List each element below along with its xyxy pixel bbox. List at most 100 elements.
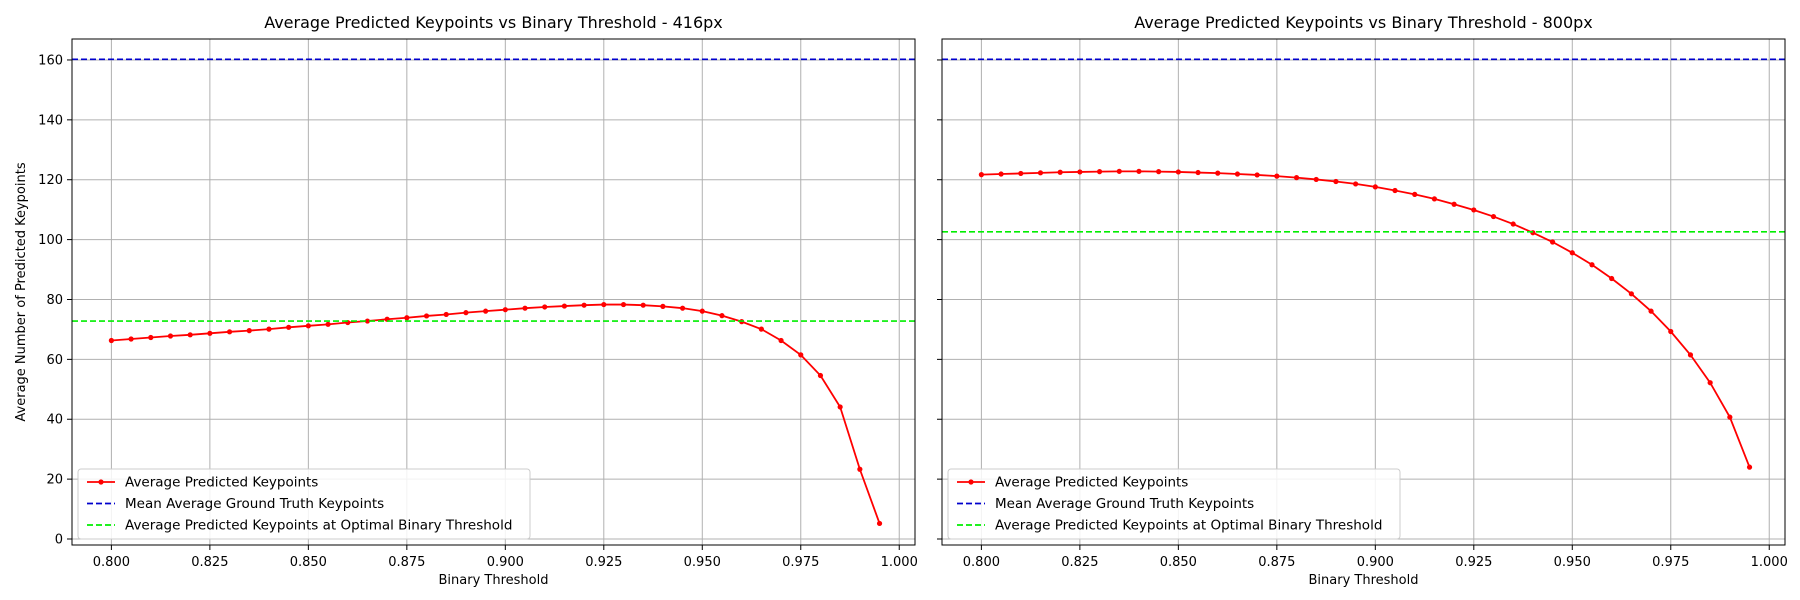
chart-title: Average Predicted Keypoints vs Binary Th… [1134, 13, 1593, 32]
x-tick-label: 0.825 [191, 555, 228, 570]
x-tick-label: 0.875 [1258, 555, 1295, 570]
data-point [1628, 291, 1634, 297]
data-point [1156, 169, 1162, 175]
data-point [286, 324, 292, 330]
data-point [1569, 250, 1575, 256]
x-tick-label: 1.000 [881, 555, 918, 570]
data-point [266, 326, 272, 332]
x-tick-label: 0.950 [684, 555, 721, 570]
data-point [483, 308, 489, 314]
y-tick-label: 100 [38, 233, 63, 248]
legend-label: Average Predicted Keypoints [995, 475, 1188, 491]
data-point [581, 302, 587, 308]
data-point [1293, 175, 1300, 181]
data-point [502, 307, 508, 313]
data-point [640, 302, 646, 308]
data-point [561, 303, 568, 309]
data-point [1431, 196, 1438, 202]
data-point [778, 337, 784, 344]
data-point [246, 328, 252, 334]
legend-marker [968, 479, 974, 485]
data-point [1077, 169, 1083, 175]
chart-title: Average Predicted Keypoints vs Binary Th… [264, 13, 723, 32]
data-point [1372, 184, 1378, 190]
data-point [1195, 169, 1201, 176]
y-axis-label: Average Number of Predicted Keypoints [14, 162, 29, 421]
data-point [1313, 176, 1319, 183]
data-point [837, 404, 843, 410]
data-point [1037, 170, 1044, 176]
x-tick-label: 0.975 [782, 555, 819, 570]
data-point [1392, 187, 1398, 194]
x-tick-label: 0.925 [585, 555, 622, 570]
data-point [679, 305, 686, 311]
x-tick-label: 0.900 [487, 555, 524, 570]
data-point [364, 318, 371, 324]
data-point [1668, 328, 1674, 335]
data-point [1018, 170, 1024, 177]
x-tick-label: 0.825 [1061, 555, 1098, 570]
legend-box [77, 468, 531, 540]
y-tick-label: 40 [46, 413, 63, 428]
legend-label: Average Predicted Keypoints at Optimal B… [125, 518, 512, 534]
data-point [998, 171, 1004, 177]
data-point [699, 308, 705, 314]
data-point [1746, 464, 1753, 470]
x-tick-label: 0.875 [388, 555, 425, 570]
data-point [857, 466, 863, 472]
data-point [876, 520, 883, 527]
data-point [443, 311, 449, 318]
data-point [128, 336, 134, 342]
data-point [978, 172, 984, 178]
x-tick-label: 0.800 [93, 555, 130, 570]
x-tick-label: 0.925 [1455, 555, 1492, 570]
legend-marker [98, 479, 104, 485]
data-point [660, 303, 666, 309]
data-point [325, 321, 331, 327]
data-point [817, 372, 824, 379]
data-point [1234, 171, 1241, 177]
legend-box [947, 468, 1401, 540]
x-axis-label: Binary Threshold [1309, 573, 1419, 588]
data-point [1589, 262, 1595, 268]
x-tick-label: 0.800 [963, 555, 1000, 570]
x-tick-label: 0.950 [1554, 555, 1591, 570]
data-point [1412, 191, 1418, 197]
data-point [758, 326, 764, 332]
legend-label: Average Predicted Keypoints at Optimal B… [995, 518, 1382, 534]
y-tick-label: 60 [46, 353, 63, 368]
data-point [1175, 169, 1181, 175]
plot-frame [71, 38, 916, 546]
data-point [1549, 239, 1556, 245]
y-tick-label: 20 [46, 473, 63, 488]
predicted-keypoints-line [981, 170, 1751, 468]
data-point [1609, 275, 1615, 282]
predicted-keypoints-line [111, 303, 881, 524]
data-point [522, 305, 528, 311]
data-point [1215, 170, 1221, 176]
data-point [601, 301, 607, 308]
data-point [1648, 308, 1654, 314]
x-tick-label: 0.850 [290, 555, 327, 570]
x-tick-label: 0.900 [1357, 555, 1394, 570]
data-point [404, 315, 410, 321]
y-tick-label: 160 [38, 53, 63, 68]
data-point [1116, 168, 1122, 174]
data-point [719, 313, 725, 319]
data-point [305, 323, 311, 329]
plot-frame [941, 38, 1786, 546]
data-point [1057, 169, 1063, 175]
data-point [148, 334, 154, 341]
y-tick-label: 80 [46, 293, 63, 308]
data-point [620, 301, 627, 308]
data-point [226, 329, 233, 335]
x-tick-label: 0.850 [1160, 555, 1197, 570]
data-point [1254, 172, 1260, 178]
data-point [1353, 181, 1359, 187]
data-point [1333, 178, 1339, 185]
x-axis-label: Binary Threshold [439, 573, 549, 588]
data-point [167, 333, 174, 339]
data-point [1530, 230, 1536, 236]
y-tick-label: 140 [38, 113, 63, 128]
